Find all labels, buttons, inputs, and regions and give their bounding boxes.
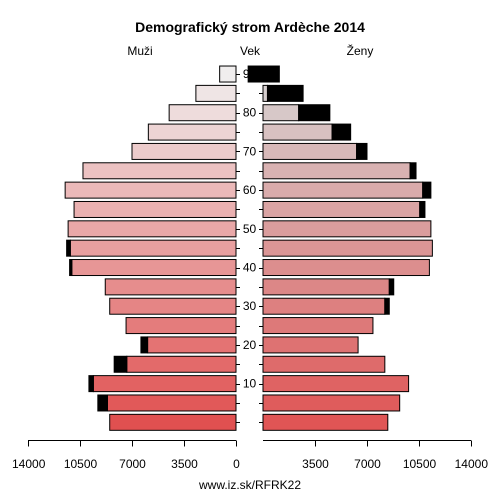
male-bar-60-64: [64, 181, 237, 199]
female-bar-55-59: [262, 200, 421, 218]
female-excess-bar-60-64: [422, 181, 432, 199]
males-label: Muži: [127, 44, 152, 58]
male-bar-15-19: [126, 355, 237, 373]
male-bar-0-4: [109, 413, 237, 431]
chart-title: Demografický strom Ardèche 2014: [135, 19, 365, 35]
male-bar-10-14: [92, 375, 237, 393]
age-tick-label: 60: [243, 183, 257, 197]
value-tick-label: 3500: [302, 457, 329, 471]
age-tick-label: 40: [243, 261, 257, 275]
female-bar-85-89: [262, 84, 268, 102]
female-bar-80-84: [262, 104, 300, 122]
females-label: Ženy: [347, 43, 374, 58]
male-bar-20-24: [147, 336, 237, 354]
female-bar-5-9: [262, 394, 401, 412]
female-excess-bar-55-59: [419, 200, 426, 218]
male-bar-35-39: [104, 278, 237, 296]
age-tick-label: 70: [243, 144, 257, 158]
female-excess-bar-75-79: [331, 123, 352, 141]
male-bar-5-9: [106, 394, 237, 412]
female-bar-35-39: [262, 278, 390, 296]
age-tick-label: 50: [243, 222, 257, 236]
female-bar-15-19: [262, 355, 386, 373]
age-tick-label: 20: [243, 338, 257, 352]
value-tick-label: 14000: [455, 457, 489, 471]
female-bar-60-64: [262, 181, 424, 199]
female-bar-30-34: [262, 297, 386, 315]
female-bar-45-49: [262, 239, 433, 257]
male-excess-bar-10-14: [88, 375, 94, 393]
male-bar-25-29: [125, 317, 237, 335]
male-bar-65-69: [82, 162, 237, 180]
male-excess-bar-5-9: [97, 394, 108, 412]
value-tick-label: 0: [233, 457, 240, 471]
age-tick-label: 30: [243, 299, 257, 313]
male-bar-85-89: [195, 84, 237, 102]
value-tick-label: 14000: [12, 457, 46, 471]
female-excess-bar-70-74: [356, 142, 368, 160]
female-bar-75-79: [262, 123, 333, 141]
age-axis-label: Vek: [240, 44, 261, 58]
female-excess-bar-90+: [247, 65, 280, 83]
male-bar-75-79: [147, 123, 237, 141]
male-excess-bar-40-44: [69, 259, 73, 277]
female-bar-65-69: [262, 162, 411, 180]
male-bar-45-49: [69, 239, 237, 257]
value-tick-label: 3500: [171, 457, 198, 471]
age-tick-label: 80: [243, 106, 257, 120]
value-tick-label: 7000: [354, 457, 381, 471]
axes-group: 10 20 30 40 50 60 70 80 90 14000 10500 7000 3500 0 350…: [12, 67, 488, 471]
bars-group: [64, 65, 433, 431]
age-tick-label: 90: [243, 67, 257, 81]
value-tick-label: 10500: [403, 457, 437, 471]
male-bar-55-59: [73, 200, 237, 218]
value-tick-label: 7000: [119, 457, 146, 471]
male-bar-30-34: [109, 297, 237, 315]
female-excess-bar-80-84: [298, 104, 331, 122]
male-excess-bar-15-19: [113, 355, 128, 373]
male-bar-90+: [219, 65, 237, 83]
male-bar-50-54: [67, 220, 237, 238]
female-excess-bar-35-39: [388, 278, 395, 296]
female-bar-10-14: [262, 375, 410, 393]
value-tick-label: 10500: [64, 457, 98, 471]
female-bar-70-74: [262, 142, 358, 160]
male-bar-40-44: [71, 259, 237, 277]
age-tick-label: 10: [243, 377, 257, 391]
male-excess-bar-45-49: [66, 239, 71, 257]
female-bar-25-29: [262, 317, 374, 335]
male-bar-70-74: [131, 142, 237, 160]
female-excess-bar-85-89: [266, 84, 304, 102]
female-excess-bar-30-34: [384, 297, 390, 315]
male-excess-bar-20-24: [140, 336, 149, 354]
female-bar-40-44: [262, 259, 430, 277]
female-bar-0-4: [262, 413, 389, 431]
female-bar-20-24: [262, 336, 359, 354]
male-bar-80-84: [168, 104, 237, 122]
female-bar-50-54: [262, 220, 432, 238]
source-footer: www.iz.sk/RFRK22: [198, 478, 301, 492]
female-excess-bar-65-69: [409, 162, 417, 180]
